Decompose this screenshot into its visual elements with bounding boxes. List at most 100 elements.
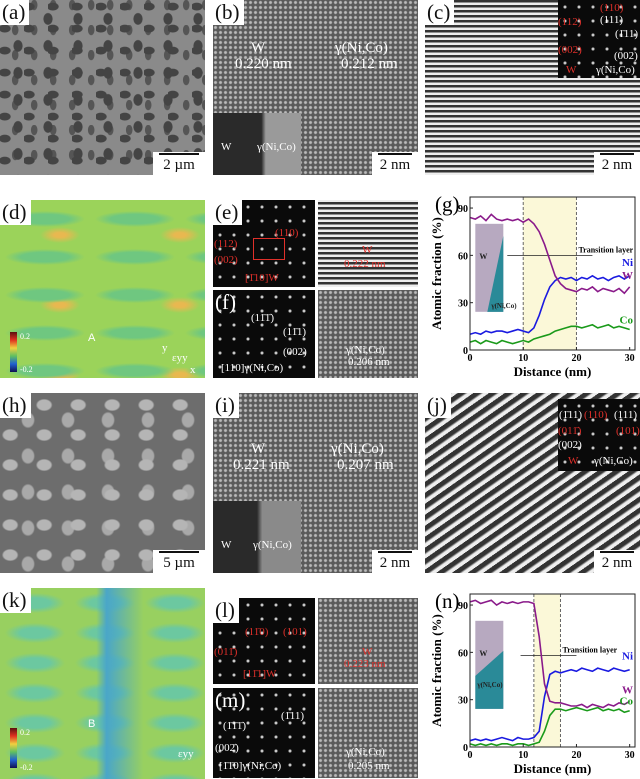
series-line-w <box>469 213 631 295</box>
series-line-ni <box>469 274 631 336</box>
point-label: B <box>88 718 96 730</box>
inset-label-gamma: γ(Ni,Co) <box>253 539 292 551</box>
annotation-label: Transition layer <box>562 646 617 655</box>
plot-frame <box>469 196 636 351</box>
panel-b-hrtem-image: (b) W 0.220 nm γ(Ni,Co) 0.212 nm W γ(Ni,… <box>213 0 418 175</box>
zone-axis-label: [1̄10]W <box>245 272 279 284</box>
panel-label: (f) <box>215 290 236 314</box>
y-tick-label: 60 <box>458 648 468 659</box>
spot-label: (101) <box>616 425 640 437</box>
x-axis-label: Distance (nm) <box>514 761 592 776</box>
x-tick-label: 0 <box>468 353 473 364</box>
phase-label-w: W <box>251 40 266 56</box>
panel-j-filtered-image: (j) (1̄11) (110) (111) (011̄) (101) (002… <box>425 393 640 573</box>
panel-label: (h) <box>0 393 31 418</box>
inset-gamma-region <box>475 650 504 709</box>
y-tick-label: 30 <box>458 299 468 310</box>
spot-label: γ(Ni,Co) <box>594 455 633 467</box>
d-spacing: 0.222 nm <box>344 258 386 270</box>
annotation-label: Transition layer <box>578 245 633 254</box>
scale-bar-text: 2 µm <box>163 157 195 173</box>
panel-f-lattice: γ(Ni,Co) 0.206 nm <box>318 290 418 378</box>
panel-label: (b) <box>213 0 244 25</box>
strain-label: εyy <box>178 748 194 760</box>
scale-bar: 2 nm <box>594 550 640 573</box>
panel-label: (l) <box>213 598 239 623</box>
scale-bar-text: 2 nm <box>601 157 633 173</box>
inset-label-w: W <box>479 649 487 658</box>
inset-image: W γ(Ni,Co) <box>213 501 301 573</box>
fft-inset: (1̄11) (110) (111) (011̄) (101) (002) W … <box>558 399 640 471</box>
colorbar <box>10 728 17 768</box>
spot-label: (1̄11) <box>559 409 583 421</box>
legend-ni: Ni <box>622 257 633 269</box>
inset-image: W γ(Ni,Co) <box>213 113 301 175</box>
panel-k-strain-map: (k) B 0.2 -0.2 εyy <box>0 588 205 779</box>
y-tick-label: 0 <box>463 743 468 754</box>
scale-bar-text: 2 nm <box>379 555 411 571</box>
panel-d-strain-map: (d) A 0.2 -0.2 y εyy x <box>0 200 205 378</box>
x-tick-label: 30 <box>625 353 635 364</box>
spot-label: (110) <box>600 2 624 14</box>
inset-label-gamma: γ(Ni,Co) <box>257 141 296 153</box>
legend-w: W <box>622 684 633 696</box>
phase-label-gamma: γ(Ni,Co) <box>331 441 384 457</box>
scale-bar: 2 µm <box>153 152 205 175</box>
phase-label: W <box>362 244 373 256</box>
panel-e-lattice: W 0.222 nm <box>318 200 418 287</box>
legend-w: W <box>622 270 633 282</box>
panel-label: (d) <box>0 200 31 225</box>
inset-label-w: W <box>479 252 487 261</box>
colorbar-min: -0.2 <box>20 763 33 772</box>
phase-label: γ(Ni,Co) <box>346 344 385 356</box>
scale-bar-text: 5 µm <box>163 555 195 571</box>
panel-c-filtered-image: (c) (110) (111) (112) (1̄11) (002) (002)… <box>425 0 640 175</box>
fft-inset: (110) (111) (112) (1̄11) (002) (002) W γ… <box>558 0 640 78</box>
x-tick-label: 10 <box>518 353 528 364</box>
d-spacing: 0.223 nm <box>344 658 386 670</box>
d-spacing-w: 0.221 nm <box>233 457 290 473</box>
spot-label: (011̄) <box>558 425 582 437</box>
panel-label: (i) <box>213 393 239 418</box>
spot-label: W <box>566 64 577 76</box>
spot-label: W <box>568 455 579 467</box>
spot-label: (11̄1̄) <box>251 312 275 324</box>
d-spacing: 0.206 nm <box>348 356 390 368</box>
panel-l-fft: (l) (11̄0) (101) (011̄) [11̄1]W <box>213 598 315 684</box>
scale-bar: 2 nm <box>372 550 418 573</box>
zone-axis-label: [11̄1]W <box>243 668 277 680</box>
legend-co: Co <box>620 696 634 708</box>
spot-label: (11̄1) <box>283 326 307 338</box>
spot-label: (111) <box>600 14 624 26</box>
colorbar <box>10 332 17 372</box>
colorbar-max: 0.2 <box>20 728 30 737</box>
spot-label: (1̄11) <box>615 28 639 40</box>
y-tick-label: 30 <box>458 696 468 707</box>
unit-cell-outline <box>253 238 285 260</box>
panel-label: (g) <box>435 192 460 216</box>
spot-label: (002) <box>283 346 307 358</box>
y-tick-label: 0 <box>463 346 468 357</box>
y-tick-label: 90 <box>458 204 468 215</box>
panel-i-hrtem-image: (i) W 0.221 nm γ(Ni,Co) 0.207 nm W γ(Ni,… <box>213 393 418 573</box>
panel-label: (e) <box>213 200 243 225</box>
spot-label: (112) <box>214 238 238 250</box>
panel-h-sem-image: (h) 5 µm <box>0 393 205 573</box>
inset-label-w: W <box>221 141 232 153</box>
axis-y-label: y <box>162 342 168 354</box>
spot-label: (002) <box>614 50 638 62</box>
point-label: A <box>88 332 96 344</box>
scale-bar: 5 µm <box>153 550 205 573</box>
zone-axis-label: [1̄1̄0]γ(Ni,Co) <box>219 760 282 772</box>
d-spacing-gamma: 0.207 nm <box>337 457 394 473</box>
phase-label-gamma: γ(Ni,Co) <box>335 40 388 56</box>
phase-label: γ(Ni,Co) <box>346 746 385 758</box>
spot-label: (110) <box>275 227 299 239</box>
panel-label: (j) <box>425 393 451 418</box>
scale-bar: 2 nm <box>594 152 640 175</box>
spot-label: (112) <box>558 16 582 28</box>
x-tick-label: 20 <box>571 750 581 761</box>
